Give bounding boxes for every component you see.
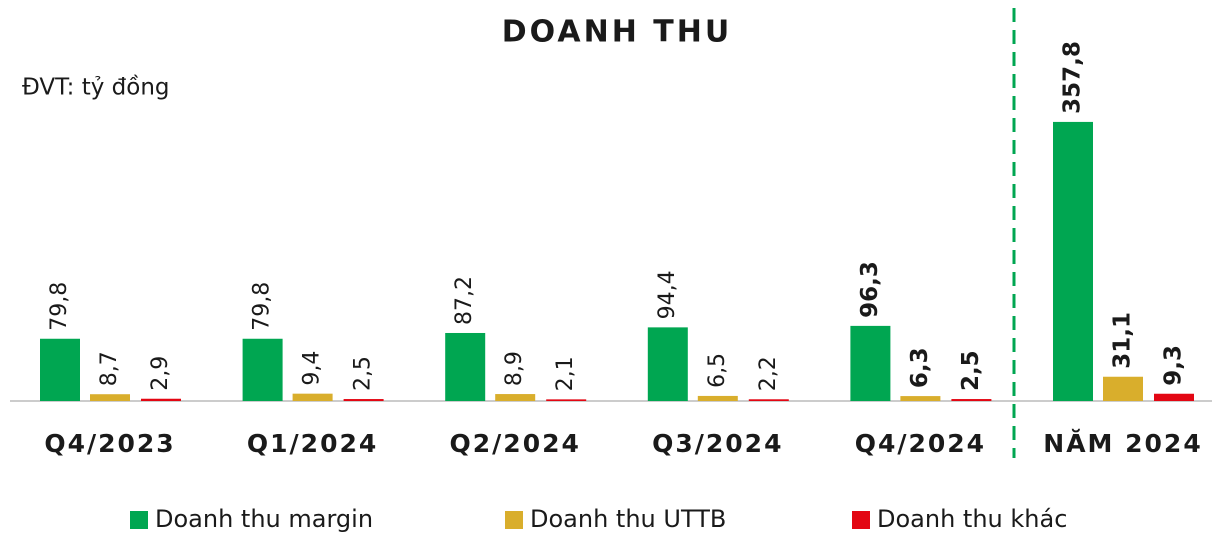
value-label: 79,8 xyxy=(250,282,275,331)
value-label: 2,5 xyxy=(351,356,376,391)
legend-swatch xyxy=(852,511,870,529)
x-tick-label: Q4/2023 xyxy=(44,429,175,458)
legend-label: Doanh thu khác xyxy=(877,505,1067,533)
legend-swatch xyxy=(130,511,148,529)
value-label: 6,3 xyxy=(907,347,933,388)
bar xyxy=(951,399,992,401)
bar xyxy=(850,325,891,401)
x-tick-label: NĂM 2024 xyxy=(1043,428,1202,458)
bar xyxy=(546,399,587,401)
legend-label: Doanh thu margin xyxy=(155,505,373,533)
bar xyxy=(445,332,486,401)
bar xyxy=(292,393,333,401)
bar xyxy=(141,398,181,401)
x-tick-label: Q3/2024 xyxy=(652,429,783,458)
bar xyxy=(1103,376,1143,401)
value-label: 357,8 xyxy=(1060,41,1086,114)
value-label: 31,1 xyxy=(1110,312,1136,369)
value-label: 2,2 xyxy=(756,356,781,391)
bar xyxy=(343,399,384,401)
bar xyxy=(697,395,738,401)
legend-swatch xyxy=(505,511,523,529)
bar xyxy=(495,394,536,401)
value-label: 9,4 xyxy=(300,351,325,386)
x-tick-label: Q4/2024 xyxy=(855,429,986,458)
value-label: 96,3 xyxy=(857,261,883,318)
legend-label: Doanh thu UTTB xyxy=(530,505,726,533)
x-tick-label: Q1/2024 xyxy=(247,429,378,458)
unit-label: ĐVT: tỷ đồng xyxy=(22,75,170,101)
value-label: 2,5 xyxy=(958,350,984,391)
value-label: 6,5 xyxy=(705,353,730,388)
value-label: 8,7 xyxy=(97,351,122,386)
value-label: 94,4 xyxy=(655,270,680,319)
bar xyxy=(1053,121,1093,401)
value-label: 79,8 xyxy=(47,282,72,331)
bar xyxy=(1154,393,1194,401)
bar xyxy=(90,394,130,401)
chart-title: DOANH THU xyxy=(502,15,732,50)
value-label: 2,1 xyxy=(553,356,578,391)
bar xyxy=(242,338,283,401)
bar xyxy=(900,396,941,401)
value-label: 8,9 xyxy=(502,351,527,386)
bar xyxy=(40,338,80,401)
value-label: 87,2 xyxy=(452,276,477,325)
value-label: 9,3 xyxy=(1161,345,1187,386)
x-tick-label: Q2/2024 xyxy=(450,429,581,458)
bar xyxy=(748,399,789,401)
bar xyxy=(647,327,688,401)
value-label: 2,9 xyxy=(148,356,173,391)
